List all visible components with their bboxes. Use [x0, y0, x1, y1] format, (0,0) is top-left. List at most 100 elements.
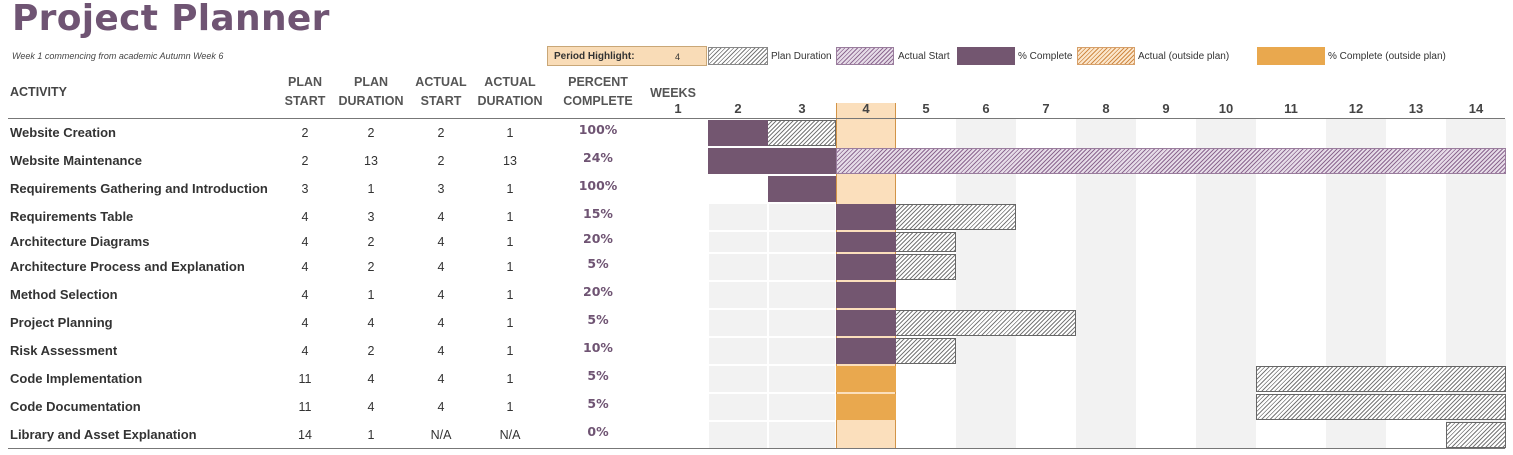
week-cell-shade: [769, 394, 835, 420]
period-highlight-input[interactable]: 4: [675, 52, 681, 62]
percent-complete-cell: 20%: [583, 231, 613, 246]
actual-duration-cell: 1: [506, 344, 514, 358]
header-percent-complete: PERCENT COMPLETE: [563, 75, 633, 108]
activity-name: Method Selection: [10, 287, 118, 302]
week-cell-shade: [769, 254, 835, 280]
actual-start-cell: N/A: [430, 428, 452, 442]
plan-start-cell: 2: [301, 154, 309, 168]
week-cell-shade: [709, 394, 767, 420]
percent-complete-cell: 0%: [587, 424, 609, 439]
header-actual-start: ACTUAL START: [415, 75, 467, 108]
percent-complete-outside-bar: [836, 394, 896, 420]
period-highlight-label: Period Highlight:: [554, 51, 635, 62]
actual-start-cell: 4: [437, 260, 445, 274]
week-cell-shade: [709, 366, 767, 392]
actual-start-cell: 4: [437, 288, 445, 302]
percent-complete-bar: [836, 310, 896, 336]
plan-duration-bar: [1256, 366, 1506, 392]
actual-duration-cell: 1: [506, 372, 514, 386]
percent-complete-cell: 5%: [587, 396, 609, 411]
actual-duration-cell: 1: [506, 260, 514, 274]
activity-name: Code Implementation: [10, 371, 143, 386]
page-title: Project Planner: [12, 0, 330, 39]
activity-name: Project Planning: [10, 315, 113, 330]
actual-start-cell: 2: [437, 154, 445, 168]
actual-duration-cell: 1: [506, 235, 514, 249]
plan-duration-cell: 4: [367, 316, 375, 330]
plan-duration-cell: 2: [367, 126, 375, 140]
plan-start-cell: 4: [301, 288, 309, 302]
header-weeks: WEEKS: [650, 86, 696, 100]
actual-duration-cell: 1: [506, 210, 514, 224]
activity-name: Requirements Table: [10, 209, 134, 224]
percent-complete-bar: [836, 254, 896, 280]
week-number-9: 9: [1162, 101, 1170, 116]
plan-duration-cell: 2: [367, 344, 375, 358]
activity-name: Website Creation: [10, 125, 116, 140]
activity-name: Requirements Gathering and Introduction: [10, 181, 268, 196]
actual-start-cell: 3: [437, 182, 445, 196]
actual-duration-cell: 1: [506, 288, 514, 302]
plan-duration-cell: 3: [367, 210, 375, 224]
legend-plan-duration-swatch: [708, 47, 768, 65]
plan-duration-cell: 2: [367, 235, 375, 249]
week-cell-shade: [709, 254, 767, 280]
week-column-shade: [956, 119, 1016, 449]
week-number-10: 10: [1218, 101, 1234, 116]
plan-start-cell: 3: [301, 182, 309, 196]
percent-complete-bar: [708, 148, 836, 174]
week-number-2: 2: [734, 101, 742, 116]
plan-start-cell: 11: [298, 400, 312, 414]
plan-start-cell: 2: [301, 126, 309, 140]
percent-complete-cell: 24%: [583, 150, 613, 165]
week-number-3: 3: [798, 101, 806, 116]
percent-complete-bar: [708, 120, 768, 146]
footer-divider: [8, 448, 1505, 449]
week-cell-shade: [769, 204, 835, 230]
week-column-shade: [1076, 119, 1136, 449]
legend-actual-start-swatch: [836, 47, 894, 65]
header-activity: ACTIVITY: [10, 85, 67, 99]
percent-complete-cell: 15%: [583, 206, 613, 221]
percent-complete-bar: [836, 204, 896, 230]
plan-duration-cell: 2: [367, 260, 375, 274]
percent-complete-cell: 100%: [578, 122, 618, 137]
legend-percent-complete: % Complete: [1018, 51, 1073, 62]
plan-duration-cell: 1: [367, 288, 375, 302]
week-number-4: 4: [862, 101, 870, 116]
week-cell-shade: [769, 422, 835, 448]
plan-duration-cell: 13: [364, 154, 378, 168]
plan-start-cell: 14: [298, 428, 312, 442]
week-cell-shade: [709, 422, 767, 448]
header-plan-duration: PLAN DURATION: [338, 75, 404, 108]
actual-start-cell: 4: [437, 210, 445, 224]
week-cell-shade: [709, 232, 767, 252]
activity-name: Architecture Process and Explanation: [10, 259, 245, 274]
week-number-7: 7: [1042, 101, 1050, 116]
plan-duration-cell: 4: [367, 372, 375, 386]
plan-start-cell: 4: [301, 210, 309, 224]
week-cell-shade: [709, 282, 767, 308]
plan-start-cell: 4: [301, 235, 309, 249]
activity-name: Code Documentation: [10, 399, 141, 414]
actual-duration-cell: 1: [506, 400, 514, 414]
percent-complete-bar: [836, 282, 896, 308]
week-cell-shade: [709, 204, 767, 230]
week-number-6: 6: [982, 101, 990, 116]
plan-duration-cell: 1: [367, 182, 375, 196]
legend-actual-outside: Actual (outside plan): [1138, 51, 1230, 62]
legend-actual-start: Actual Start: [898, 51, 950, 62]
week-number-13: 13: [1408, 101, 1424, 116]
percent-complete-bar: [836, 232, 896, 252]
plan-start-cell: 4: [301, 316, 309, 330]
plan-start-cell: 11: [298, 372, 312, 386]
actual-start-cell: 2: [437, 126, 445, 140]
actual-duration-cell: 1: [506, 126, 514, 140]
actual-duration-bar: [836, 148, 1506, 174]
week-number-11: 11: [1284, 101, 1298, 116]
percent-complete-bar: [836, 338, 896, 364]
period-highlight-box: Period Highlight: 4: [547, 46, 707, 66]
actual-start-cell: 4: [437, 344, 445, 358]
legend-actual-outside-swatch: [1077, 47, 1135, 65]
week-number-5: 5: [922, 101, 930, 116]
